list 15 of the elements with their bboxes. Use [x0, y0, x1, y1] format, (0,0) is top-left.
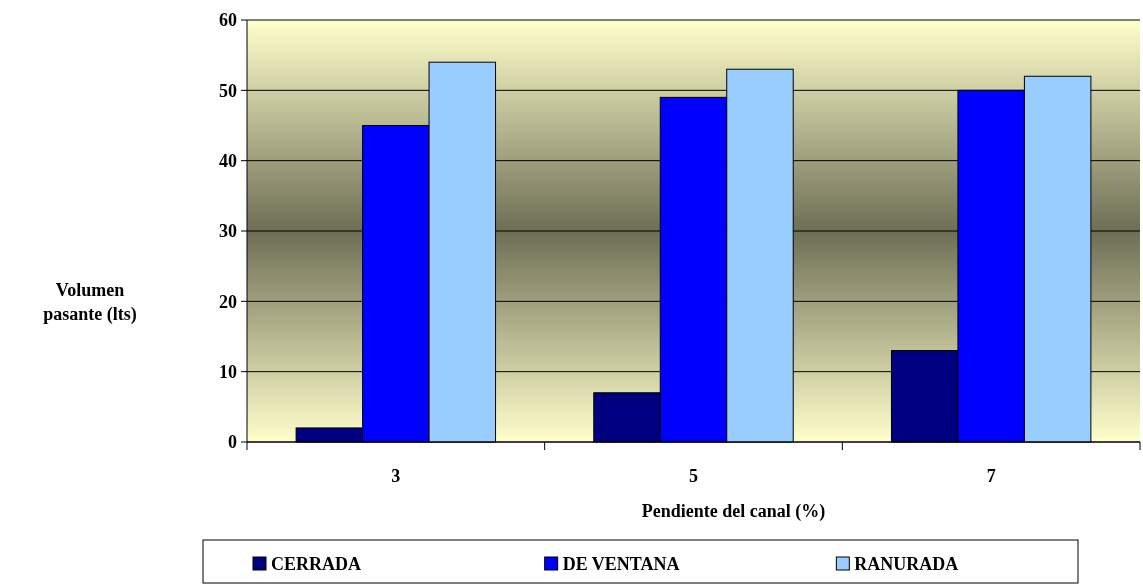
y-axis-title: Volumen pasante (lts) — [43, 280, 137, 325]
y-tick-label: 0 — [228, 432, 237, 453]
x-axis-title: Pendiente del canal (%) — [641, 501, 826, 522]
x-tick-label: 3 — [391, 466, 401, 486]
y-tick-label: 30 — [219, 221, 237, 242]
x-tick-label: 7 — [986, 466, 996, 486]
y-tick-label: 40 — [219, 150, 237, 171]
y-tick-label: 50 — [219, 80, 237, 101]
legend-label: RANURADA — [854, 554, 959, 574]
y-tick-label: 60 — [219, 10, 237, 31]
legend-label: DE VENTANA — [562, 554, 680, 574]
y-tick-label: 10 — [219, 361, 237, 382]
legend-label: CERRADA — [271, 554, 361, 574]
x-tick-label: 5 — [689, 466, 698, 486]
y-tick-label: 20 — [219, 291, 237, 312]
